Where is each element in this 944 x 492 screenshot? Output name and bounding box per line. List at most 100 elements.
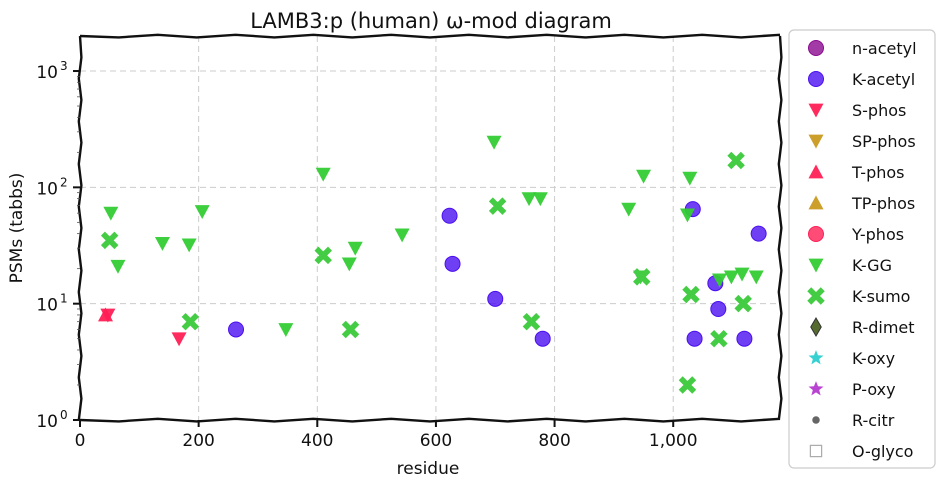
data-point-t-phos — [98, 307, 114, 322]
x-tick-label: 0 — [75, 431, 86, 451]
data-point-k-sumo — [341, 320, 360, 339]
y-tick-label: 10 — [36, 63, 58, 83]
data-point-k-gg — [636, 169, 652, 184]
legend-marker-k-gg — [808, 258, 824, 273]
frame-bottom — [79, 417, 781, 423]
data-point-k-gg — [621, 202, 637, 217]
data-point-k-sumo — [682, 285, 700, 304]
data-point-k-acetyl — [228, 321, 245, 338]
data-point-k-gg — [347, 241, 363, 256]
data-point-k-gg — [723, 270, 739, 285]
legend-label: Y-phos — [851, 225, 904, 244]
legend-marker-n-acetyl — [808, 40, 824, 56]
data-point-k-gg — [486, 135, 502, 150]
legend-label: R-citr — [852, 411, 895, 430]
data-point-k-gg — [748, 270, 764, 285]
legend-marker-tp-phos — [808, 195, 824, 210]
data-point-k-sumo — [314, 246, 332, 265]
data-point-k-acetyl — [686, 330, 703, 347]
chart-title: LAMB3:p (human) ω-mod diagram — [250, 9, 612, 33]
data-point-k-gg — [341, 257, 357, 272]
data-point-k-acetyl — [444, 255, 461, 272]
y-tick-label: 10 — [36, 179, 58, 199]
data-point-k-gg — [711, 273, 727, 288]
data-point-k-acetyl — [750, 225, 767, 242]
y-axis-label: PSMs (tabbs) — [7, 173, 27, 284]
legend-label: R-dimet — [852, 318, 915, 337]
data-point-k-sumo — [734, 294, 752, 313]
data-point-k-acetyl — [441, 207, 458, 224]
legend-label: T-phos — [851, 163, 905, 182]
legend-label: K-sumo — [852, 287, 910, 306]
frame-top — [79, 33, 781, 39]
legend-marker-t-phos — [808, 164, 824, 179]
frame-left — [77, 35, 83, 421]
data-point-k-sumo — [181, 312, 200, 331]
x-tick-label: 200 — [182, 431, 214, 451]
data-point-k-gg — [394, 228, 410, 243]
data-point-k-gg — [181, 238, 197, 253]
y-tick-label: 10 — [36, 412, 58, 432]
legend-label: K-acetyl — [852, 70, 915, 89]
legend-marker-y-phos — [808, 226, 824, 242]
data-point-k-gg — [734, 267, 750, 282]
data-point-k-gg — [532, 192, 548, 207]
legend-marker-s-phos — [808, 103, 824, 118]
frame-right — [777, 35, 783, 421]
x-tick-label: 800 — [538, 431, 570, 451]
legend-marker-r-dimet — [810, 317, 822, 337]
plot-frame — [77, 33, 783, 423]
legend-label: S-phos — [852, 101, 906, 120]
grid — [80, 36, 780, 420]
x-axis-label: residue — [397, 459, 460, 479]
legend-marker-o-glyco — [809, 444, 823, 458]
data-points — [98, 135, 767, 394]
data-point-k-acetyl — [487, 290, 504, 307]
legend-box — [788, 29, 936, 469]
legend-label: SP-phos — [852, 132, 916, 151]
data-point-k-gg — [194, 205, 210, 219]
data-point-k-acetyl — [736, 330, 753, 347]
legend-marker-k-sumo — [807, 287, 825, 305]
data-point-s-phos — [171, 332, 187, 347]
data-point-k-sumo — [488, 197, 507, 215]
data-point-k-sumo — [633, 268, 651, 286]
data-point-k-sumo — [522, 312, 541, 331]
legend-marker-p-oxy — [808, 381, 824, 396]
data-point-k-gg — [315, 167, 331, 182]
legend-label: K-GG — [852, 256, 892, 275]
x-tick-label: 400 — [301, 431, 333, 451]
legend-marker-r-citr — [812, 416, 820, 424]
y-tick-label: 10 — [36, 296, 58, 316]
legend-label: P-oxy — [852, 380, 896, 399]
x-tick-label: 1,000 — [649, 431, 698, 451]
y-tick-exponent: 3 — [60, 59, 68, 73]
data-point-k-gg — [110, 259, 126, 274]
y-tick-exponent: 1 — [60, 292, 68, 306]
x-tick-label: 600 — [420, 431, 452, 451]
legend-label: K-oxy — [852, 349, 895, 368]
data-point-k-gg — [103, 206, 119, 221]
data-point-k-sumo — [710, 329, 728, 348]
legend-marker-sp-phos — [808, 134, 824, 149]
legend-marker-k-oxy — [808, 350, 824, 365]
data-point-k-gg — [278, 323, 294, 337]
data-point-k-acetyl — [534, 330, 551, 347]
legend-label: n-acetyl — [852, 39, 917, 58]
legend-label: O-glyco — [852, 442, 913, 461]
data-point-k-sumo — [727, 151, 745, 170]
data-point-k-gg — [682, 171, 698, 186]
legend-label: TP-phos — [851, 194, 915, 213]
data-point-k-gg — [154, 236, 170, 251]
data-point-k-sumo — [678, 376, 697, 394]
data-point-k-gg — [521, 192, 537, 207]
legend: n-acetyl K-acetyl S-phos SP-phos T-phos TP-ph… — [788, 29, 936, 469]
legend-marker-k-acetyl — [808, 71, 824, 87]
data-point-k-acetyl — [710, 300, 727, 317]
y-tick-exponent: 0 — [60, 408, 68, 422]
data-point-k-gg — [679, 208, 695, 223]
y-tick-exponent: 2 — [60, 175, 68, 189]
